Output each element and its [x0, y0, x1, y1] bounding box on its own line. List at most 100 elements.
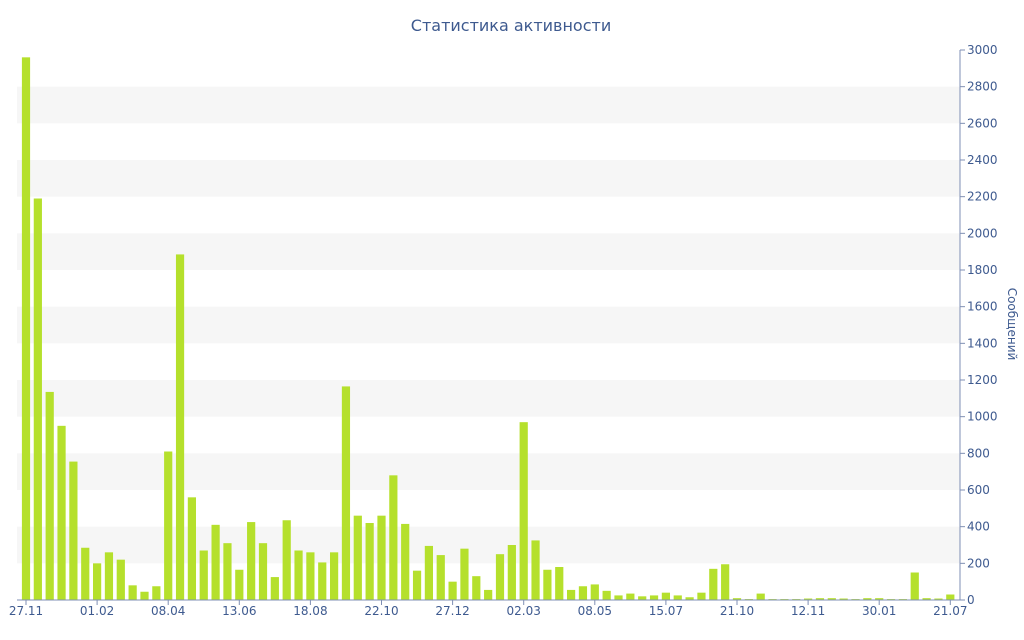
bar: [45, 391, 54, 600]
bar: [804, 598, 813, 600]
bar: [211, 524, 220, 600]
x-tick-labels: 27.11 01.02 08.04 13.06 18.08 22.10 27.12 02.03…: [9, 600, 967, 618]
y-tick-labels: 0 200 400 600 800 1000 1200 1400 1600 1800 2000 220…: [960, 43, 998, 607]
bar: [365, 523, 374, 600]
grid-band: [17, 86, 960, 124]
bar: [578, 586, 588, 600]
chart-title: Статистика активности: [411, 16, 611, 35]
bar: [81, 547, 90, 600]
x-tick-label: 02.03: [507, 604, 541, 618]
bar: [697, 592, 706, 600]
bar: [377, 515, 386, 600]
bar: [318, 562, 327, 600]
y-tick-label: 2400: [967, 153, 998, 167]
bar: [922, 598, 931, 600]
y-tick-label: 1200: [967, 373, 998, 387]
bar: [709, 568, 718, 600]
bar: [164, 451, 173, 600]
axes: [17, 50, 961, 601]
bar: [614, 595, 623, 600]
bar: [235, 569, 244, 600]
bar: [946, 594, 955, 600]
y-tick-label: 2200: [967, 190, 998, 204]
y-tick-label: 200: [967, 556, 990, 570]
x-tick-label: 01.02: [80, 604, 114, 618]
y-tick-label: 600: [967, 483, 990, 497]
bar: [495, 554, 505, 600]
bar: [282, 520, 291, 600]
bar: [484, 589, 493, 600]
bar: [306, 552, 315, 600]
bar: [247, 522, 256, 600]
bar: [412, 570, 422, 600]
bar: [69, 461, 78, 600]
bar: [199, 550, 208, 600]
y-tick-label: 1000: [967, 410, 998, 424]
y-tick-label: 2800: [967, 80, 998, 94]
bar: [330, 552, 339, 600]
x-tick-label: 08.04: [151, 604, 185, 618]
x-tick-label: 08.05: [578, 604, 612, 618]
bar: [555, 567, 564, 600]
grid-bands: [17, 86, 960, 564]
grid-band: [17, 453, 960, 490]
y-tick-label: 2000: [967, 226, 998, 240]
bar: [104, 552, 114, 600]
y-axis-label: Сообщений: [1005, 288, 1019, 361]
bar: [638, 596, 647, 600]
x-tick-label: 15.07: [649, 604, 683, 618]
bar: [721, 564, 730, 600]
bar: [140, 591, 149, 600]
bar: [33, 198, 42, 600]
bar: [472, 576, 481, 600]
grid-band: [17, 306, 960, 344]
bar: [424, 545, 433, 600]
x-tick-label: 21.07: [933, 604, 967, 618]
bar: [258, 543, 268, 600]
bar: [448, 581, 457, 600]
bar: [673, 595, 682, 600]
bar: [531, 540, 540, 600]
bar: [590, 584, 599, 600]
bar: [57, 425, 66, 600]
bar: [93, 563, 102, 600]
x-tick-label: 12.11: [791, 604, 825, 618]
bar: [661, 592, 670, 600]
y-tick-label: 1600: [967, 300, 998, 314]
bar: [401, 523, 410, 600]
bar: [732, 598, 742, 600]
y-tick-label: 2600: [967, 116, 998, 130]
bar: [602, 590, 611, 600]
grid-band: [17, 160, 960, 197]
bar: [223, 543, 232, 600]
y-tick-label: 1800: [967, 263, 998, 277]
bar: [270, 577, 279, 600]
grid-band: [17, 380, 960, 417]
bar: [353, 515, 362, 600]
bar: [294, 550, 303, 600]
grid-band: [17, 233, 960, 270]
bar: [389, 475, 398, 600]
bar: [341, 386, 351, 600]
grid-band: [17, 526, 960, 564]
bar: [507, 545, 516, 600]
bar: [436, 555, 445, 600]
x-tick-label: 18.08: [293, 604, 327, 618]
x-tick-label: 27.11: [9, 604, 43, 618]
bars: [21, 57, 955, 601]
y-tick-label: 1400: [967, 336, 998, 350]
bar: [910, 572, 919, 600]
bar: [152, 586, 161, 600]
bar: [175, 254, 185, 601]
bar: [827, 598, 836, 600]
bar: [128, 585, 137, 600]
bar: [567, 589, 576, 600]
bar: [543, 569, 552, 600]
bar: [934, 598, 943, 600]
x-tick-label: 27.12: [435, 604, 469, 618]
bar: [839, 598, 848, 600]
bar: [863, 598, 872, 600]
x-tick-label: 13.06: [222, 604, 256, 618]
